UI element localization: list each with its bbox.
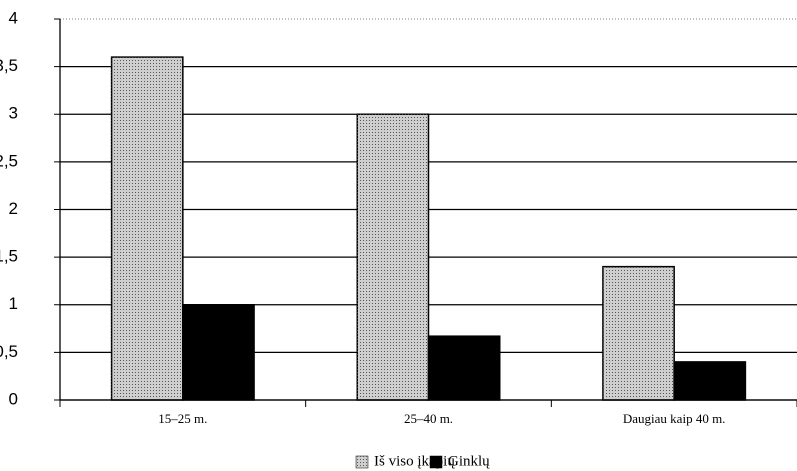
x-tick-label: 25–40 m. <box>404 411 453 426</box>
legend-label: Iš viso įkapių <box>374 453 455 469</box>
bar <box>356 113 430 401</box>
y-tick-label: 2 <box>9 199 18 218</box>
y-tick-label: 2,5 <box>0 151 18 170</box>
y-tick-label: 0,5 <box>0 342 18 361</box>
y-tick-label: 3 <box>9 104 18 123</box>
bar <box>110 56 184 401</box>
y-tick-label: 4 <box>9 8 18 27</box>
bar <box>602 265 675 401</box>
legend-label: Ginklų <box>448 453 490 469</box>
bar <box>673 361 747 401</box>
x-tick-label: Daugiau kaip 40 m. <box>623 411 726 426</box>
y-tick-label: 1 <box>9 294 18 313</box>
y-tick-label: 1,5 <box>0 247 18 266</box>
legend-swatch-texture <box>356 456 368 468</box>
bar <box>182 304 255 401</box>
legend-swatch <box>429 455 443 469</box>
x-tick-label: 15–25 m. <box>158 411 207 426</box>
y-tick-label: 3,5 <box>0 56 18 75</box>
y-tick-label: 0 <box>9 389 18 408</box>
bar <box>427 335 501 401</box>
